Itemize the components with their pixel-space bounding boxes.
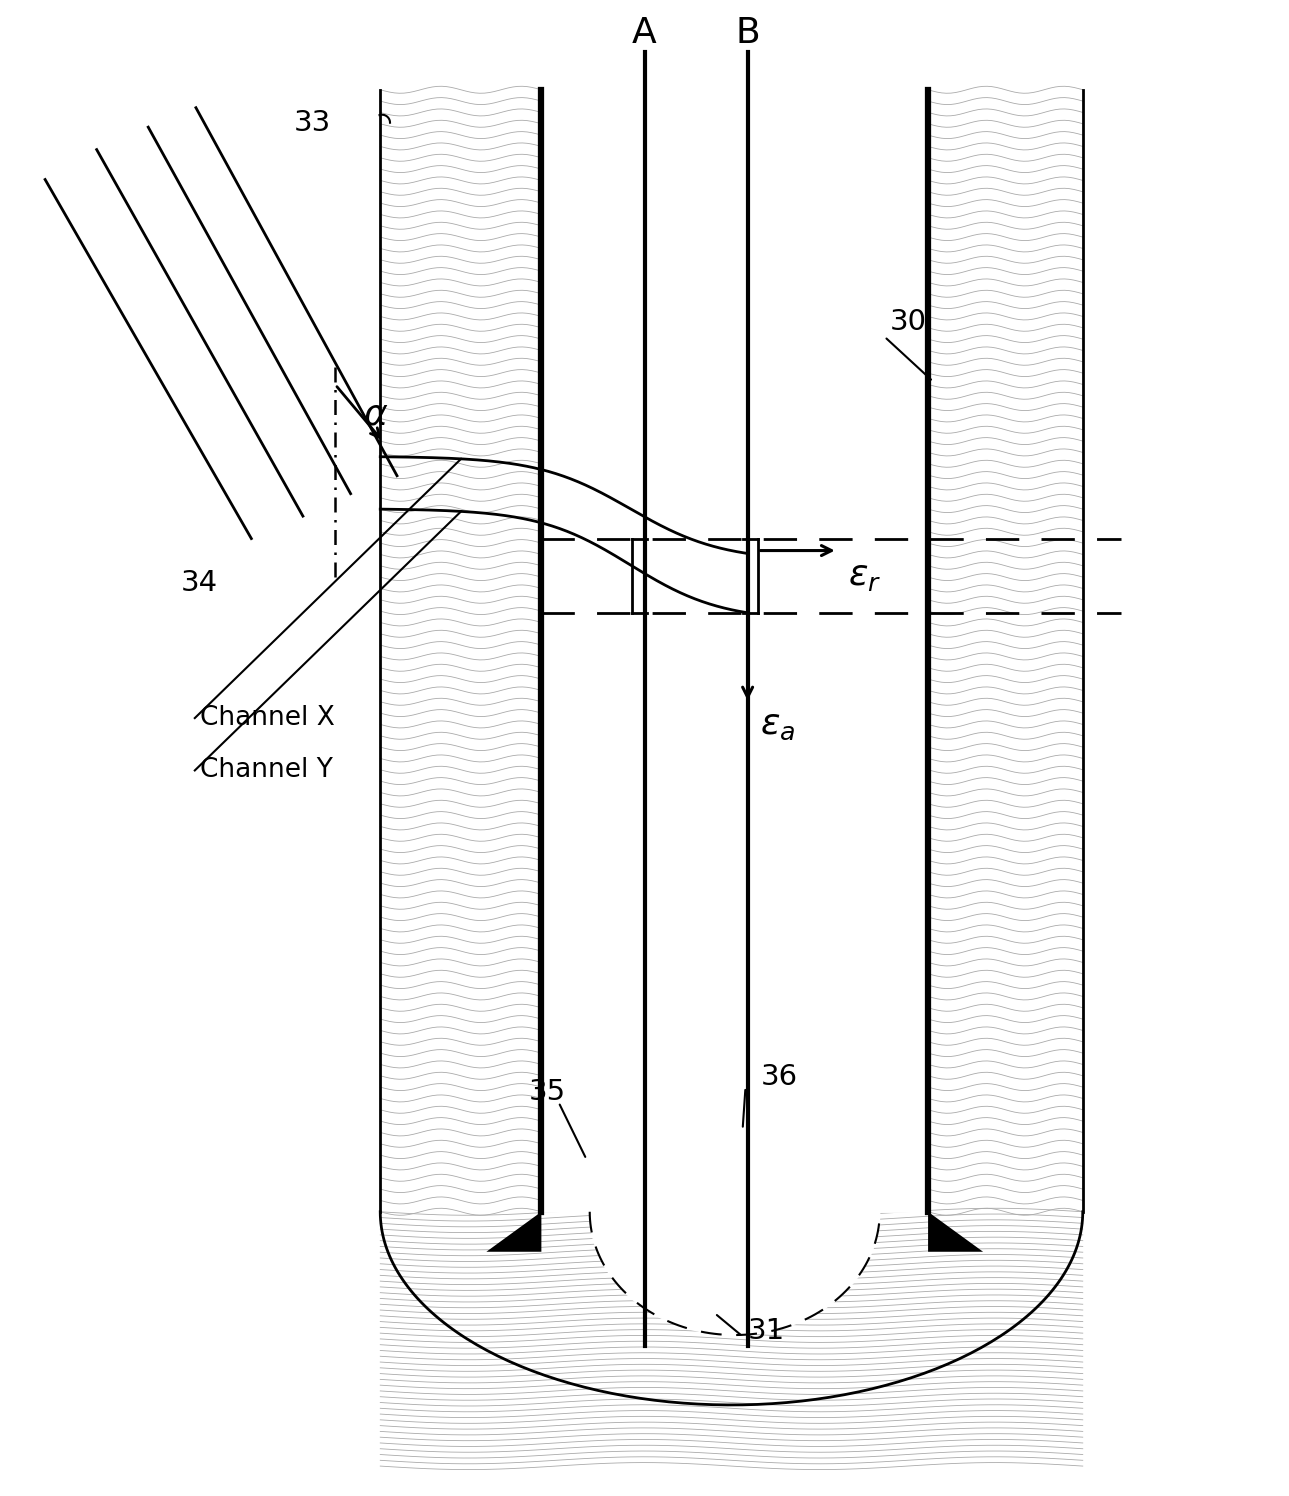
Polygon shape bbox=[541, 1212, 928, 1334]
Bar bbox=[928, 90, 1083, 1212]
Text: A: A bbox=[632, 16, 657, 49]
Polygon shape bbox=[928, 1212, 984, 1252]
Text: 34: 34 bbox=[180, 570, 218, 597]
Text: B: B bbox=[735, 16, 761, 49]
Polygon shape bbox=[486, 1212, 541, 1252]
Text: Channel Y: Channel Y bbox=[200, 757, 333, 784]
Bar bbox=[541, 90, 928, 1212]
Bar bbox=[380, 90, 541, 1212]
Text: 33: 33 bbox=[294, 109, 331, 136]
Text: 35: 35 bbox=[528, 1079, 566, 1106]
Text: $\varepsilon_a$: $\varepsilon_a$ bbox=[759, 709, 795, 742]
Text: $\alpha$: $\alpha$ bbox=[363, 398, 388, 431]
Text: 30: 30 bbox=[889, 308, 927, 335]
Text: 36: 36 bbox=[761, 1064, 798, 1091]
Text: Channel X: Channel X bbox=[200, 705, 335, 732]
Text: $\varepsilon_r$: $\varepsilon_r$ bbox=[848, 558, 880, 592]
Bar bbox=[380, 1212, 1083, 1466]
Text: 31: 31 bbox=[748, 1318, 785, 1345]
